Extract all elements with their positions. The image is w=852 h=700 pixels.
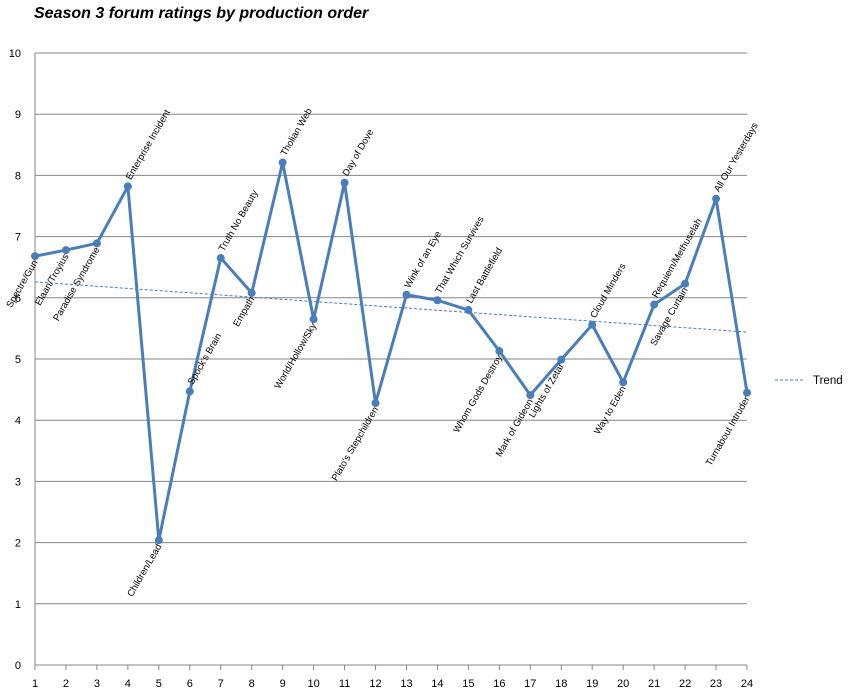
data-point (123, 182, 132, 191)
x-tick-label: 20 (617, 678, 629, 690)
point-label: Turnabout Intruder (704, 395, 753, 468)
x-tick-label: 10 (307, 678, 319, 690)
x-tick-label: 3 (94, 678, 100, 690)
y-tick-label: 9 (15, 109, 21, 121)
data-point (743, 388, 751, 397)
series-line (34, 161, 749, 542)
data-point (278, 158, 287, 167)
y-tick-label: 1 (15, 599, 21, 611)
point-label: Cloud Minders (588, 261, 628, 320)
data-point (433, 296, 442, 305)
chart-title: Season 3 forum ratings by production ord… (34, 5, 369, 22)
x-tick-label: 5 (156, 678, 162, 690)
data-point (712, 194, 721, 203)
x-tick-label: 24 (741, 678, 753, 690)
x-tick-label: 17 (524, 678, 536, 690)
point-label: Plato's Stepchildren (330, 405, 381, 483)
point-label: Truth No Beauty (217, 188, 261, 253)
point-label: Whom Gods Destroy (451, 353, 505, 435)
x-tick-label: 15 (462, 678, 474, 690)
y-tick-label: 0 (15, 660, 21, 672)
y-tick-label: 8 (15, 170, 21, 182)
data-point (92, 239, 101, 248)
data-point (681, 279, 690, 288)
data-point (650, 300, 659, 309)
y-tick-label: 6 (15, 293, 21, 305)
point-label: Last Battlefield (464, 246, 505, 305)
trend-line (34, 281, 748, 333)
point-label: Mark of Gideon (494, 397, 536, 459)
point-label: Way to Eden (592, 384, 629, 436)
data-point (61, 246, 70, 255)
x-tick-label: 22 (679, 678, 691, 690)
x-tick-label: 14 (431, 678, 443, 690)
y-tick-label: 2 (15, 538, 21, 550)
x-tick-label: 18 (555, 678, 567, 690)
x-tick-label: 21 (648, 678, 660, 690)
point-label: All Our Yesterdays (712, 121, 761, 194)
x-tick-label: 12 (369, 678, 381, 690)
x-tick-label: 16 (493, 678, 505, 690)
data-point (371, 399, 380, 408)
data-point (340, 178, 349, 187)
data-point (154, 536, 163, 545)
x-tick-label: 11 (339, 678, 350, 690)
data-point (495, 347, 504, 356)
data-point (526, 391, 535, 400)
x-tick-label: 19 (586, 678, 598, 690)
y-tick-label: 3 (15, 476, 21, 488)
point-label: Empath (231, 295, 257, 329)
data-point (216, 254, 225, 263)
point-label: Day of Dove (341, 127, 377, 178)
x-tick-label: 8 (249, 678, 255, 690)
y-tick-label: 10 (9, 48, 21, 60)
data-point (247, 288, 256, 297)
y-tick-label: 4 (15, 415, 21, 427)
x-tick-label: 7 (218, 678, 224, 690)
x-tick-label: 2 (63, 678, 69, 690)
x-tick-label: 4 (125, 678, 131, 690)
data-point (402, 290, 411, 299)
data-point (619, 378, 628, 387)
point-label: Children/Lead (125, 542, 164, 599)
data-point (185, 387, 194, 396)
data-point (309, 315, 318, 324)
point-label: World/Hollow/Sky (273, 321, 320, 391)
x-tick-label: 1 (32, 678, 38, 690)
x-tick-label: 6 (187, 678, 193, 690)
x-tick-label: 23 (710, 678, 722, 690)
x-tick-label: 9 (280, 678, 286, 690)
x-tick-label: 13 (400, 678, 412, 690)
data-point (557, 355, 566, 364)
data-point (31, 252, 39, 261)
y-tick-label: 5 (15, 354, 21, 366)
point-label: Enterprise Incident (124, 108, 173, 182)
y-tick-label: 7 (15, 232, 21, 244)
data-point (588, 320, 597, 329)
legend-trend-label: Trend (813, 375, 843, 387)
data-point (464, 306, 473, 315)
